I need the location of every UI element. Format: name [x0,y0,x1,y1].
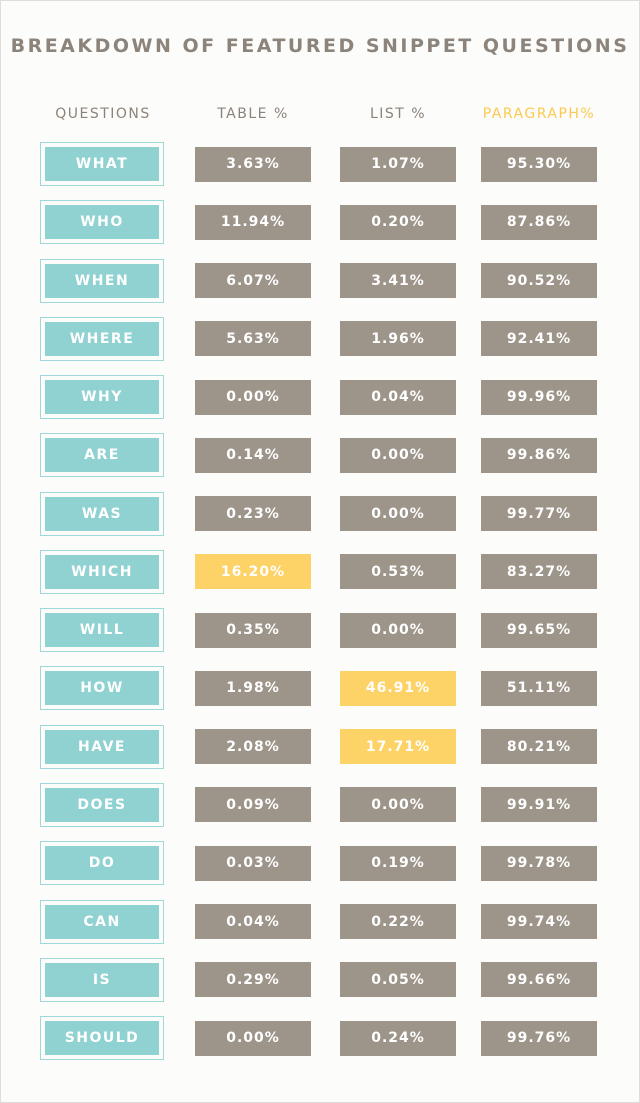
question-label: WHEN [45,263,159,298]
percent-cell: 0.19% [340,845,456,881]
percent-cell: 0.00% [340,437,456,473]
question-box: DO [40,841,164,886]
percent-cell: 5.63% [195,321,311,357]
percent-cell: 0.00% [340,787,456,823]
percent-cell: 0.00% [195,1020,311,1056]
question-label: CAN [45,904,159,939]
question-label: IS [45,962,159,997]
question-box: WILL [40,608,164,653]
percent-cell: 99.65% [481,612,597,648]
question-label: DO [45,846,159,881]
percent-cell: 99.78% [481,845,597,881]
percent-cell: 0.00% [340,612,456,648]
question-box: DOES [40,782,164,827]
question-label: WHY [45,380,159,415]
percent-cell: 0.29% [195,962,311,998]
percent-cell: 83.27% [481,554,597,590]
percent-cell: 0.09% [195,787,311,823]
title: BREAKDOWN OF FEATURED SNIPPET QUESTIONS [10,35,630,57]
percent-cell: 99.96% [481,379,597,415]
percent-cell: 80.21% [481,729,597,765]
percent-cell: 0.03% [195,845,311,881]
question-label: WHICH [45,554,159,589]
percent-cell: 1.96% [340,321,456,357]
percent-cell: 1.98% [195,670,311,706]
percent-cell: 87.86% [481,204,597,240]
column-header: LIST % [369,106,427,122]
percent-cell: 99.91% [481,787,597,823]
question-label: WHO [45,205,159,240]
percent-cell: 0.23% [195,496,311,532]
question-label: WILL [45,613,159,648]
question-label: WAS [45,496,159,531]
percent-cell: 51.11% [481,670,597,706]
question-box: WHEN [40,258,164,303]
question-box: CAN [40,899,164,944]
percent-cell: 3.63% [195,146,311,182]
question-label: WHERE [45,321,159,356]
percent-cell: 0.05% [340,962,456,998]
percent-cell: 0.24% [340,1020,456,1056]
column-header: PARAGRAPH% [482,106,596,122]
percent-cell: 0.00% [195,379,311,415]
question-label: WHAT [45,147,159,181]
percent-cell: 0.20% [340,204,456,240]
percent-cell: 0.04% [340,379,456,415]
percent-cell: 99.86% [481,437,597,473]
percent-cell: 1.07% [340,146,456,182]
percent-cell: 46.91% [340,670,456,706]
question-box: WAS [40,491,164,536]
percent-cell: 0.14% [195,437,311,473]
percent-cell: 0.04% [195,904,311,939]
percent-cell: 6.07% [195,263,311,299]
percent-cell: 17.71% [340,729,456,765]
percent-cell: 11.94% [195,204,311,240]
question-box: WHICH [40,549,164,594]
question-label: SHOULD [45,1021,159,1056]
column-header: TABLE % [217,106,289,122]
percent-cell: 90.52% [481,263,597,299]
question-box: SHOULD [40,1016,164,1061]
question-box: WHY [40,375,164,420]
question-box: WHO [40,200,164,245]
column-header: QUESTIONS [55,106,151,122]
percent-cell: 16.20% [195,554,311,590]
percent-cell: 0.35% [195,612,311,648]
question-box: WHAT [40,142,164,186]
percent-cell: 2.08% [195,729,311,765]
percent-cell: 99.76% [481,1020,597,1056]
percent-cell: 99.66% [481,962,597,998]
percent-cell: 92.41% [481,321,597,357]
question-box: ARE [40,433,164,478]
question-label: DOES [45,787,159,822]
percent-cell: 0.22% [340,904,456,939]
percent-cell: 99.74% [481,904,597,939]
percent-cell: 0.53% [340,554,456,590]
question-box: IS [40,957,164,1002]
percent-cell: 99.77% [481,496,597,532]
percent-cell: 3.41% [340,263,456,299]
question-label: HOW [45,671,159,706]
percent-cell: 95.30% [481,146,597,182]
question-box: HAVE [40,724,164,769]
question-label: ARE [45,438,159,473]
question-box: WHERE [40,316,164,361]
question-label: HAVE [45,729,159,764]
percent-cell: 0.00% [340,496,456,532]
question-box: HOW [40,666,164,711]
